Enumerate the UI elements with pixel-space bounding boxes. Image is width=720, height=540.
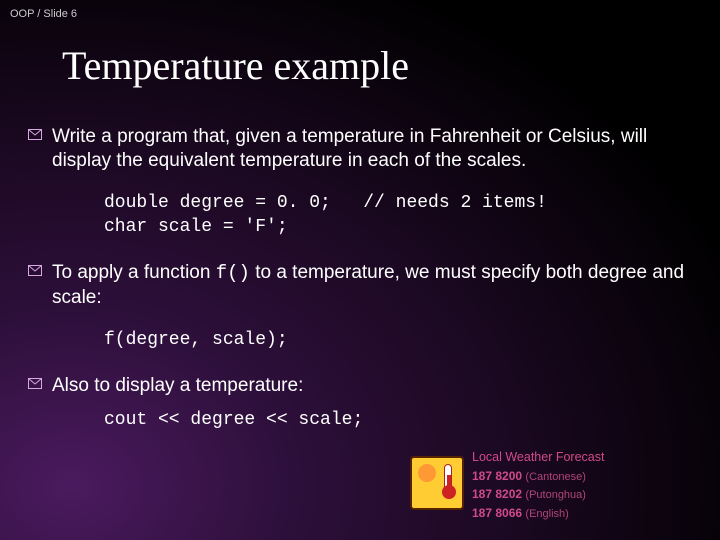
bullet-2-code: f()	[216, 262, 250, 284]
weather-suf-3: (English)	[525, 508, 568, 520]
weather-icon	[410, 456, 464, 510]
weather-line-3: 187 8066 (English)	[472, 504, 704, 523]
slide-content: Write a program that, given a temperatur…	[28, 125, 700, 454]
code-block-3: cout << degree << scale;	[104, 408, 700, 432]
bullet-2-text: To apply a function f() to a temperature…	[52, 261, 700, 310]
weather-forecast-box: Local Weather Forecast 187 8200 (Cantone…	[472, 448, 704, 522]
envelope-bullet-icon	[28, 378, 46, 389]
envelope-bullet-icon	[28, 265, 46, 276]
envelope-bullet-icon	[28, 129, 46, 140]
bullet-1: Write a program that, given a temperatur…	[28, 125, 700, 173]
bullet-2: To apply a function f() to a temperature…	[28, 261, 700, 310]
header-text: OOP / Slide 6	[10, 8, 77, 20]
weather-title: Local Weather Forecast	[472, 448, 704, 467]
weather-suf-1: (Cantonese)	[525, 471, 586, 483]
weather-num-1: 187 8200	[472, 469, 522, 483]
bullet-3-text: Also to display a temperature:	[52, 374, 303, 398]
bullet-1-text: Write a program that, given a temperatur…	[52, 125, 700, 173]
weather-num-2: 187 8202	[472, 487, 522, 501]
bullet-2-pre: To apply a function	[52, 262, 216, 283]
code-block-1: double degree = 0. 0; // needs 2 items! …	[104, 191, 700, 240]
bullet-3: Also to display a temperature:	[28, 374, 700, 398]
slide-title: Temperature example	[62, 42, 409, 89]
weather-line-1: 187 8200 (Cantonese)	[472, 467, 704, 486]
weather-line-2: 187 8202 (Putonghua)	[472, 485, 704, 504]
code-block-2: f(degree, scale);	[104, 328, 700, 352]
weather-num-3: 187 8066	[472, 506, 522, 520]
slide-header: OOP / Slide 6	[10, 8, 77, 20]
weather-suf-2: (Putonghua)	[525, 489, 586, 501]
